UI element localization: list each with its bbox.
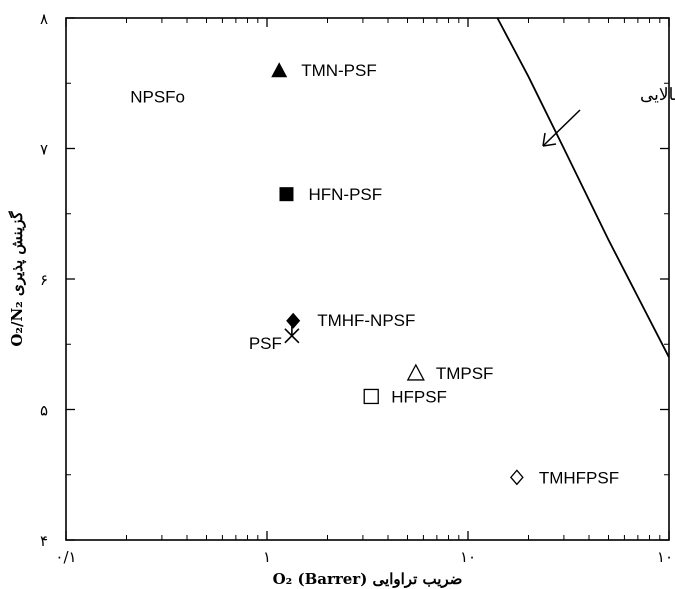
point-label: HFPSF (391, 387, 447, 406)
x-axis-title: ضریب تراوایی O₂ (Barrer) (273, 570, 463, 588)
x-tick-label: ۱۰۰ (657, 548, 675, 566)
y-tick-label: ۵ (40, 402, 48, 420)
upper-bound-arrowhead (542, 132, 557, 147)
point-marker (363, 388, 379, 405)
y-tick-label: ۶ (40, 271, 48, 289)
point-label: TMN-PSF (301, 61, 377, 80)
y-axis-title: گزینش پذیری O₂/N₂ (8, 210, 27, 346)
y-tick-label: ۸ (40, 10, 48, 28)
point-label: TMHFPSF (539, 468, 619, 487)
point-label: TMPSF (436, 364, 494, 383)
point-marker (271, 62, 288, 78)
x-tick-label: ۱۰ (460, 548, 476, 566)
point-marker (279, 187, 294, 202)
upper-bound-arrow (542, 109, 581, 147)
point-marker (286, 312, 301, 329)
point-marker (509, 469, 524, 486)
x-tick-label: ۱ (263, 548, 271, 566)
y-tick-label: ۷ (40, 141, 48, 159)
upper-bound-line (496, 17, 670, 358)
x-tick-label: ۰/۱ (55, 548, 76, 566)
point-label: PSF (249, 334, 282, 353)
upper-bound-label: حد مرز بالایی (640, 85, 675, 105)
point-label: HFN-PSF (308, 185, 382, 204)
point-label: NPSFo (130, 87, 185, 106)
y-tick-label: ۴ (40, 532, 48, 550)
point-marker (284, 324, 300, 344)
point-label: TMHF-NPSF (317, 311, 415, 330)
point-marker (406, 363, 425, 381)
